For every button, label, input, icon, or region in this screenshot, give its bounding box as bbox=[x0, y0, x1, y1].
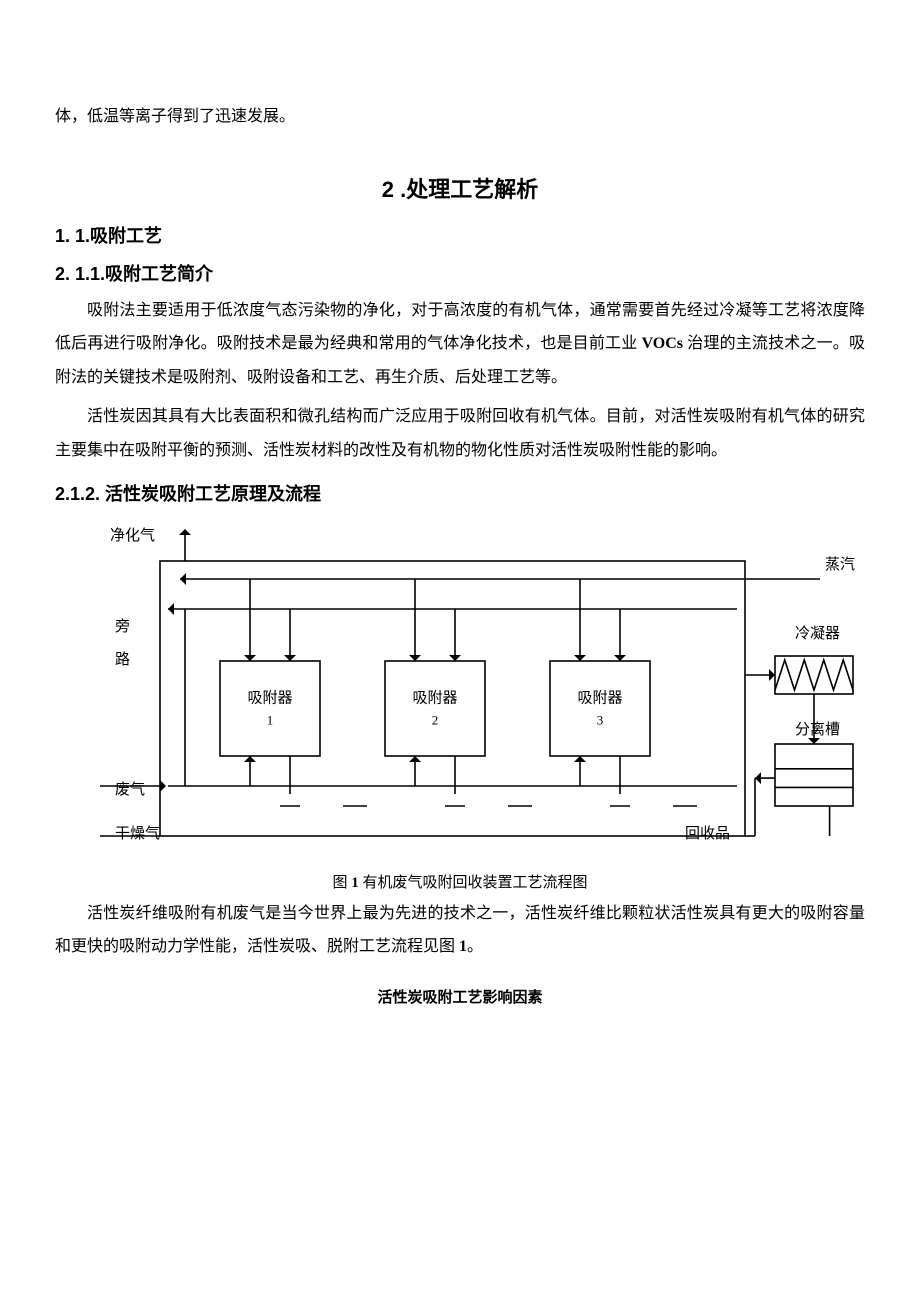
heading-2-1-2-text: 2.1.2. 活性炭吸附工艺原理及流程 bbox=[55, 484, 321, 504]
fig-cap-pre: 图 bbox=[332, 875, 351, 891]
paragraph-3: 活性炭纤维吸附有机废气是当今世界上最为先进的技术之一，活性炭纤维比颗粒状活性炭具… bbox=[55, 897, 865, 964]
svg-text:吸附器: 吸附器 bbox=[247, 689, 292, 706]
para3-post: 。 bbox=[467, 938, 483, 955]
para1-bold: VOCs bbox=[642, 335, 683, 352]
svg-text:干燥气: 干燥气 bbox=[115, 825, 160, 842]
paragraph-1: 吸附法主要适用于低浓度气态污染物的净化，对于高浓度的有机气体，通常需要首先经过冷… bbox=[55, 294, 865, 395]
fragment-top: 体，低温等离子得到了迅速发展。 bbox=[55, 100, 865, 134]
section-2-title: 2 .处理工艺解析 bbox=[55, 172, 865, 204]
svg-text:吸附器: 吸附器 bbox=[577, 689, 622, 706]
svg-text:废气: 废气 bbox=[115, 781, 145, 798]
svg-text:分离槽: 分离槽 bbox=[795, 721, 840, 738]
fig-cap-num: 1 bbox=[351, 875, 359, 891]
svg-text:1: 1 bbox=[267, 712, 274, 727]
subheading-factors: 活性炭吸附工艺影响因素 bbox=[55, 986, 865, 1007]
process-flow-diagram: 净化气蒸汽旁路吸附器 1 吸附器 2 吸附器 3 废气干燥气 冷凝器分离槽回收品 bbox=[55, 516, 865, 866]
para3-num: 1 bbox=[459, 938, 467, 955]
heading-2-1-1-text: 1. 1.吸附工艺 bbox=[55, 226, 162, 246]
figure-1-caption: 图 1 有机废气吸附回收装置工艺流程图 bbox=[55, 870, 865, 897]
svg-text:3: 3 bbox=[597, 712, 604, 727]
svg-text:旁: 旁 bbox=[115, 618, 130, 635]
svg-text:2: 2 bbox=[432, 712, 439, 727]
flow-svg: 净化气蒸汽旁路吸附器 1 吸附器 2 吸附器 3 废气干燥气 冷凝器分离槽回收品 bbox=[55, 516, 855, 861]
svg-text:净化气: 净化气 bbox=[110, 527, 155, 544]
heading-2-1-2: 2.1.2. 活性炭吸附工艺原理及流程 bbox=[55, 480, 865, 506]
svg-text:吸附器: 吸附器 bbox=[412, 689, 457, 706]
paragraph-2: 活性炭因其具有大比表面积和微孔结构而广泛应用于吸附回收有机气体。目前，对活性炭吸… bbox=[55, 400, 865, 467]
heading-2-1-1: 1. 1.吸附工艺 bbox=[55, 222, 865, 248]
svg-text:回收品: 回收品 bbox=[685, 825, 730, 842]
svg-text:路: 路 bbox=[115, 651, 130, 668]
fig-cap-post: 有机废气吸附回收装置工艺流程图 bbox=[359, 875, 588, 891]
svg-text:蒸汽: 蒸汽 bbox=[825, 556, 855, 573]
heading-2-1-1-intro-text: 2. 1.1.吸附工艺简介 bbox=[55, 264, 213, 284]
heading-2-1-1-intro: 2. 1.1.吸附工艺简介 bbox=[55, 260, 865, 286]
svg-text:冷凝器: 冷凝器 bbox=[795, 625, 840, 642]
